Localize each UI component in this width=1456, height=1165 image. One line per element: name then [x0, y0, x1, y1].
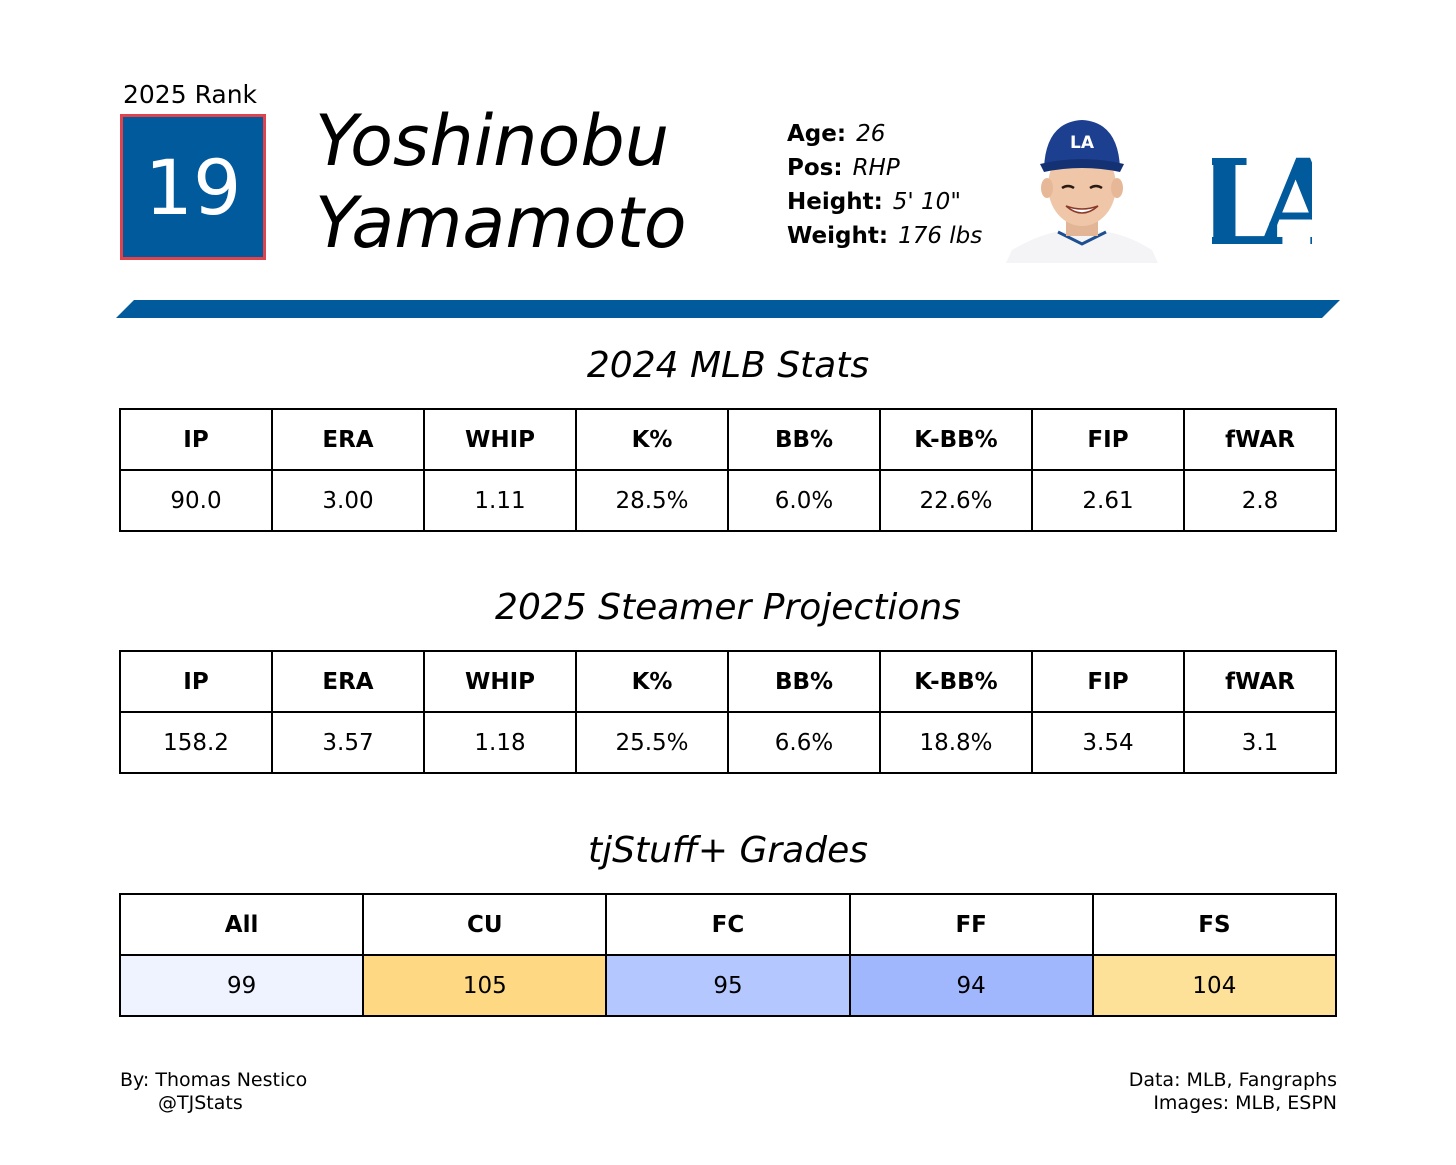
table-cell: 3.54: [1031, 711, 1185, 774]
grade-cell: 105: [362, 954, 608, 1017]
bio-key: Height: [787, 189, 874, 215]
image-credit: Images: MLB, ESPN: [1153, 1092, 1337, 1114]
player-first-name: Yoshinobu: [315, 100, 670, 182]
team-logo-text: LA: [1212, 133, 1312, 258]
table-header-cell: All: [118, 893, 365, 956]
projections-title: 2025 Steamer Projections: [495, 587, 961, 628]
table-header-cell: CU: [362, 893, 608, 956]
table-cell: 3.57: [271, 711, 425, 774]
table-cell: 3.1: [1183, 711, 1337, 774]
table-cell: 18.8%: [879, 711, 1033, 774]
author-handle: @TJStats: [158, 1092, 243, 1114]
bio-value: RHP: [852, 155, 900, 181]
table-header-cell: WHIP: [423, 650, 577, 713]
table-header-cell: K%: [575, 650, 729, 713]
table-header-cell: IP: [119, 650, 273, 713]
mlb-stats-table: IP ERA WHIP K% BB% K-BB% FIP fWAR 90.0 3…: [119, 408, 1337, 532]
table-header-row: IP ERA WHIP K% BB% K-BB% FIP fWAR: [119, 408, 1337, 471]
table-row: 99 105 95 94 104: [118, 954, 1338, 1017]
bio-row-height: Height: 5' 10": [787, 189, 961, 215]
table-header-cell: FF: [848, 893, 1094, 956]
table-row: 90.0 3.00 1.11 28.5% 6.0% 22.6% 2.61 2.8: [119, 469, 1337, 532]
table-cell: 6.6%: [727, 711, 881, 774]
bio-value: 176 lbs: [898, 223, 983, 249]
footer-credits-right: Data: MLB, Fangraphs Images: MLB, ESPN: [1129, 1069, 1337, 1115]
footer-credits-left: By: Thomas Nestico @TJStats: [120, 1069, 307, 1115]
table-cell: 158.2: [119, 711, 273, 774]
bio-value: 26: [856, 121, 886, 147]
table-header-cell: fWAR: [1183, 650, 1337, 713]
grade-cell: 94: [848, 954, 1094, 1017]
table-cell: 90.0: [119, 469, 273, 532]
rank-label: 2025 Rank: [123, 80, 258, 109]
player-name: Yoshinobu Yamamoto: [315, 100, 687, 264]
bio-key: Age: [787, 121, 837, 147]
table-cell: 2.8: [1183, 469, 1337, 532]
table-cell: 3.00: [271, 469, 425, 532]
bio-key: Pos: [787, 155, 834, 181]
table-header-cell: FC: [605, 893, 851, 956]
table-header-cell: BB%: [727, 650, 881, 713]
player-headshot: LA: [1006, 120, 1158, 263]
grade-cell: 95: [605, 954, 851, 1017]
bio-row-position: Pos: RHP: [787, 155, 900, 181]
table-header-cell: BB%: [727, 408, 881, 471]
author-credit: By: Thomas Nestico: [120, 1069, 308, 1091]
table-row: 158.2 3.57 1.18 25.5% 6.6% 18.8% 3.54 3.…: [119, 711, 1337, 774]
table-header-row: All CU FC FF FS: [118, 893, 1338, 956]
table-cell: 25.5%: [575, 711, 729, 774]
table-header-cell: FIP: [1031, 408, 1185, 471]
data-credit: Data: MLB, Fangraphs: [1128, 1069, 1337, 1091]
table-cell: 1.18: [423, 711, 577, 774]
table-header-cell: FIP: [1031, 650, 1185, 713]
player-last-name: Yamamoto: [315, 182, 687, 264]
rank-badge: 19: [120, 114, 266, 260]
projections-table: IP ERA WHIP K% BB% K-BB% FIP fWAR 158.2 …: [119, 650, 1337, 774]
grades-title: tjStuff+ Grades: [587, 830, 868, 871]
table-cell: 22.6%: [879, 469, 1033, 532]
mlb-stats-title: 2024 MLB Stats: [586, 345, 870, 386]
table-header-cell: ERA: [271, 650, 425, 713]
table-cell: 6.0%: [727, 469, 881, 532]
bio-value: 5' 10": [892, 189, 961, 215]
table-header-cell: K-BB%: [879, 650, 1033, 713]
table-cell: 2.61: [1031, 469, 1185, 532]
table-header-cell: fWAR: [1183, 408, 1337, 471]
table-header-cell: K%: [575, 408, 729, 471]
table-header-cell: FS: [1091, 893, 1338, 956]
player-bio: Age: 26 Pos: RHP Height: 5' 10" Weight: 176 …: [787, 117, 982, 253]
table-header-cell: WHIP: [423, 408, 577, 471]
table-header-cell: IP: [119, 408, 273, 471]
rank-value: 19: [144, 142, 242, 232]
team-logo: LA: [1212, 133, 1312, 258]
table-header-row: IP ERA WHIP K% BB% K-BB% FIP fWAR: [119, 650, 1337, 713]
header-divider: [116, 300, 1340, 318]
table-cell: 28.5%: [575, 469, 729, 532]
bio-row-weight: Weight: 176 lbs: [787, 223, 983, 249]
table-cell: 1.11: [423, 469, 577, 532]
table-header-cell: K-BB%: [879, 408, 1033, 471]
bio-row-age: Age: 26: [787, 121, 886, 147]
bio-key: Weight: [787, 223, 879, 249]
cap-logo: LA: [1070, 133, 1095, 153]
grade-cell: 104: [1091, 954, 1338, 1017]
table-header-cell: ERA: [271, 408, 425, 471]
grade-cell: 99: [118, 954, 365, 1017]
grades-table: All CU FC FF FS 99 105 95 94 104: [118, 893, 1338, 1017]
